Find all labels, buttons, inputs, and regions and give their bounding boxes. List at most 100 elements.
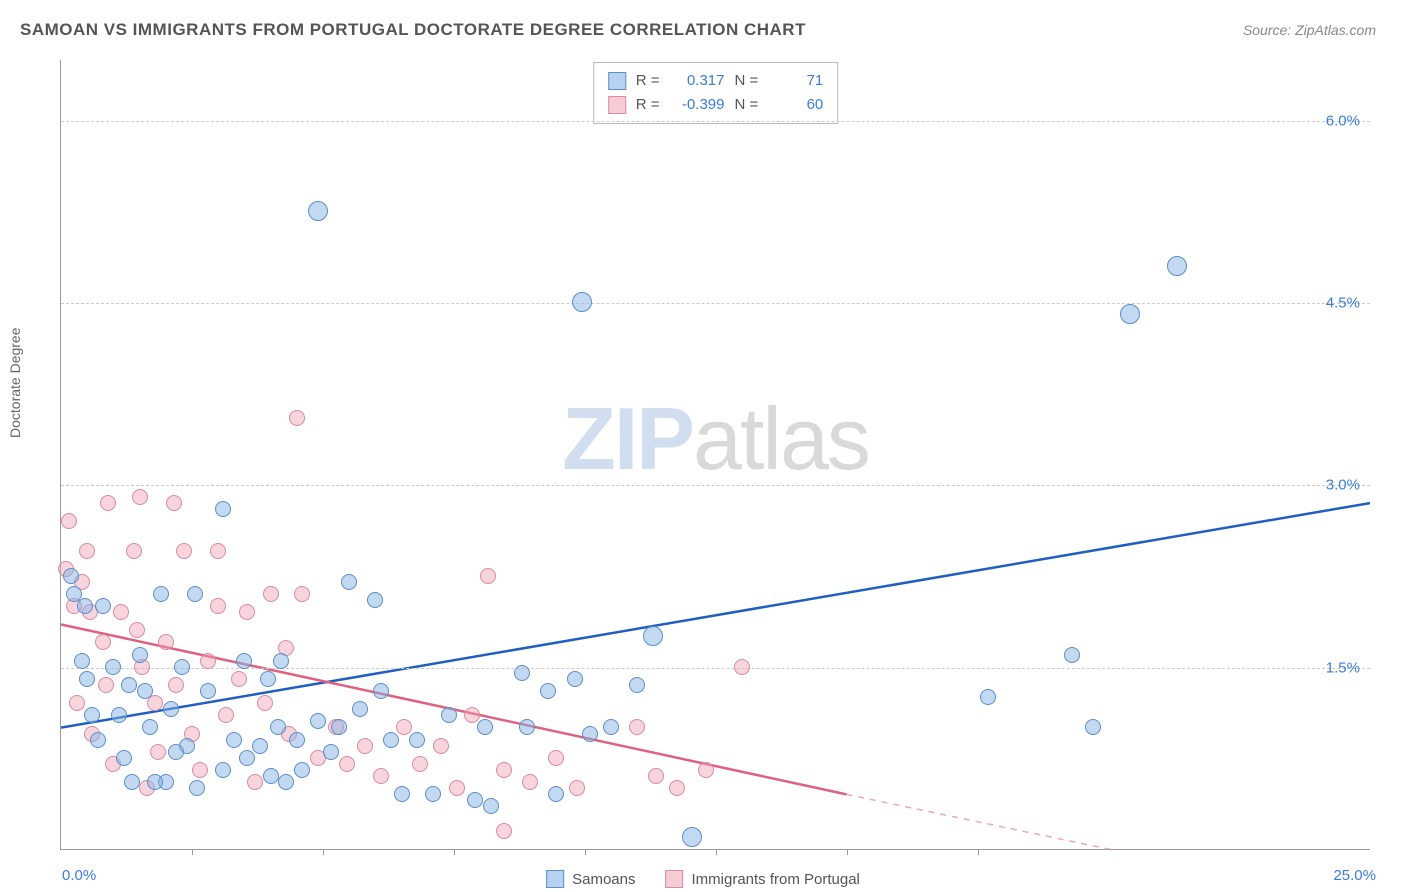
data-point-blue <box>137 683 153 699</box>
y-tick-label: 1.5% <box>1326 659 1360 676</box>
data-point-pink <box>396 719 412 735</box>
data-point-blue <box>116 750 132 766</box>
data-point-pink <box>412 756 428 772</box>
data-point-blue <box>514 665 530 681</box>
data-point-blue <box>77 598 93 614</box>
data-point-blue <box>163 701 179 717</box>
data-point-pink <box>289 410 305 426</box>
stats-row-pink: R = -0.399 N = 60 <box>608 93 824 117</box>
data-point-pink <box>294 586 310 602</box>
watermark-zip: ZIP <box>562 389 693 488</box>
data-point-blue <box>289 732 305 748</box>
data-point-blue <box>308 201 328 221</box>
n-label: N = <box>735 69 759 93</box>
data-point-pink <box>339 756 355 772</box>
data-point-pink <box>61 513 77 529</box>
data-point-pink <box>357 738 373 754</box>
data-point-blue <box>168 744 184 760</box>
data-point-blue <box>409 732 425 748</box>
data-point-pink <box>132 489 148 505</box>
r-label: R = <box>636 69 660 93</box>
data-point-blue <box>147 774 163 790</box>
data-point-blue <box>567 671 583 687</box>
data-point-blue <box>310 713 326 729</box>
n-label: N = <box>735 93 759 117</box>
x-tick <box>585 849 586 855</box>
data-point-blue <box>278 774 294 790</box>
data-point-blue <box>132 647 148 663</box>
data-point-blue <box>572 292 592 312</box>
data-point-pink <box>496 762 512 778</box>
data-point-pink <box>168 677 184 693</box>
legend-label-blue: Samoans <box>572 871 635 888</box>
source-attribution: Source: ZipAtlas.com <box>1243 22 1376 38</box>
x-tick <box>716 849 717 855</box>
data-point-blue <box>215 762 231 778</box>
data-point-pink <box>648 768 664 784</box>
data-point-pink <box>263 586 279 602</box>
data-point-blue <box>629 677 645 693</box>
data-point-blue <box>1085 719 1101 735</box>
data-point-blue <box>1064 647 1080 663</box>
y-axis-title: Doctorate Degree <box>7 327 23 438</box>
data-point-blue <box>270 719 286 735</box>
data-point-pink <box>200 653 216 669</box>
y-tick-label: 3.0% <box>1326 477 1360 494</box>
data-point-blue <box>226 732 242 748</box>
data-point-pink <box>480 568 496 584</box>
n-value-blue: 71 <box>768 69 823 93</box>
x-axis-min-label: 0.0% <box>62 867 96 884</box>
data-point-blue <box>441 707 457 723</box>
data-point-blue <box>425 786 441 802</box>
data-point-blue <box>467 792 483 808</box>
data-point-blue <box>124 774 140 790</box>
source-name: ZipAtlas.com <box>1295 22 1376 38</box>
data-point-blue <box>352 701 368 717</box>
data-point-pink <box>734 659 750 675</box>
data-point-pink <box>176 543 192 559</box>
r-value-pink: -0.399 <box>670 93 725 117</box>
data-point-pink <box>548 750 564 766</box>
data-point-blue <box>519 719 535 735</box>
data-point-pink <box>147 695 163 711</box>
data-point-blue <box>74 653 90 669</box>
data-point-blue <box>603 719 619 735</box>
data-point-pink <box>210 543 226 559</box>
data-point-pink <box>522 774 538 790</box>
data-point-pink <box>166 495 182 511</box>
swatch-blue-icon <box>608 72 626 90</box>
data-point-pink <box>69 695 85 711</box>
data-point-blue <box>153 586 169 602</box>
data-point-pink <box>231 671 247 687</box>
data-point-blue <box>95 598 111 614</box>
data-point-blue <box>252 738 268 754</box>
data-point-blue <box>582 726 598 742</box>
data-point-blue <box>105 659 121 675</box>
source-label: Source: <box>1243 22 1295 38</box>
data-point-pink <box>158 634 174 650</box>
y-tick-label: 6.0% <box>1326 112 1360 129</box>
swatch-blue-icon <box>546 870 564 888</box>
series-legend: Samoans Immigrants from Portugal <box>546 870 860 888</box>
data-point-pink <box>192 762 208 778</box>
data-point-pink <box>373 768 389 784</box>
data-point-blue <box>323 744 339 760</box>
data-point-pink <box>218 707 234 723</box>
data-point-pink <box>129 622 145 638</box>
data-point-blue <box>142 719 158 735</box>
x-tick <box>978 849 979 855</box>
data-point-pink <box>464 707 480 723</box>
data-point-blue <box>189 780 205 796</box>
legend-item-pink: Immigrants from Portugal <box>665 870 859 888</box>
data-point-pink <box>100 495 116 511</box>
grid-line <box>61 485 1370 486</box>
data-point-blue <box>111 707 127 723</box>
n-value-pink: 60 <box>768 93 823 117</box>
data-point-blue <box>174 659 190 675</box>
legend-item-blue: Samoans <box>546 870 635 888</box>
scatter-chart: ZIPatlas R = 0.317 N = 71 R = -0.399 N =… <box>60 60 1370 850</box>
data-point-pink <box>629 719 645 735</box>
x-axis-max-label: 25.0% <box>1333 867 1376 884</box>
data-point-pink <box>496 823 512 839</box>
x-tick <box>323 849 324 855</box>
